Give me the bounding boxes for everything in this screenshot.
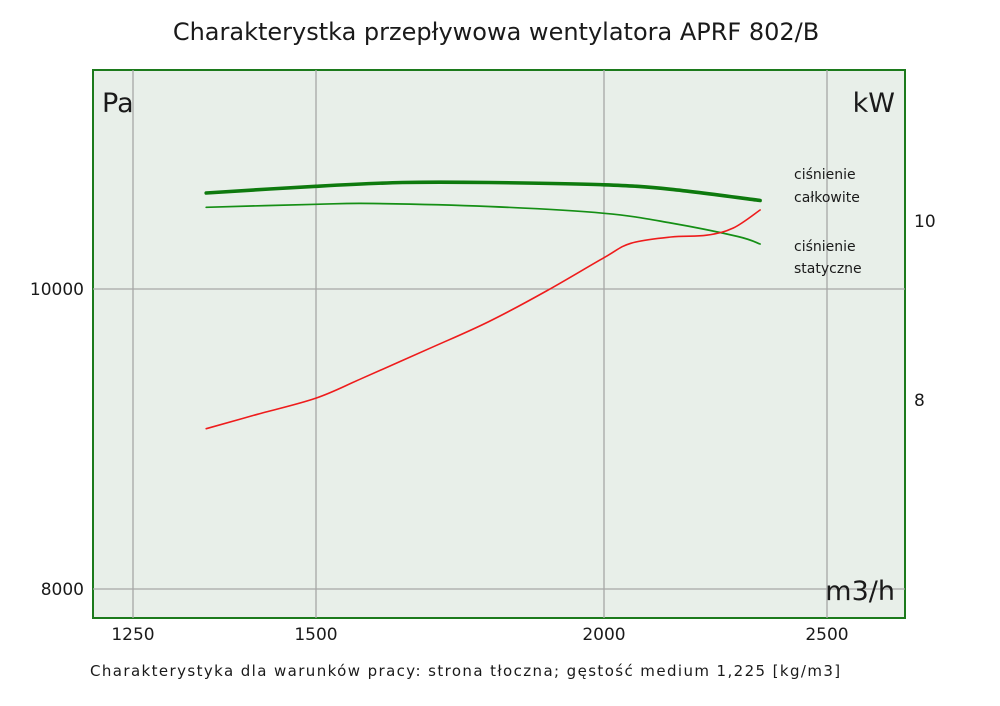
chart-title: Charakterystka przepływowa wentylatora A… bbox=[173, 18, 819, 46]
y-right-tick-10: 10 bbox=[914, 212, 936, 232]
static-pressure-line bbox=[205, 202, 761, 245]
x-tick-2000: 2000 bbox=[582, 625, 625, 645]
y-left-tick-10000: 10000 bbox=[30, 280, 84, 300]
label-static-pressure-line1: ciśnienie bbox=[794, 239, 856, 255]
gridlines bbox=[93, 70, 905, 618]
x-tick-2500: 2500 bbox=[805, 625, 848, 645]
label-total-pressure-line2: całkowite bbox=[794, 190, 860, 206]
x-tick-1250: 1250 bbox=[111, 625, 154, 645]
operating-conditions-note: Charakterystyka dla warunków pracy: stro… bbox=[90, 662, 842, 680]
series-layer bbox=[204, 180, 762, 430]
label-total-pressure-line1: ciśnienie bbox=[794, 167, 856, 183]
y-right-tick-8: 8 bbox=[914, 391, 925, 411]
plot-area bbox=[92, 69, 906, 619]
power-line bbox=[205, 209, 761, 430]
y-left-tick-8000: 8000 bbox=[41, 580, 84, 600]
total-pressure-line bbox=[204, 180, 762, 203]
y-right-unit-label: kW bbox=[853, 88, 895, 119]
label-static-pressure-line2: statyczne bbox=[794, 261, 862, 277]
x-unit-label: m3/h bbox=[825, 576, 895, 607]
x-tick-1500: 1500 bbox=[294, 625, 337, 645]
y-left-unit-label: Pa bbox=[102, 88, 134, 119]
